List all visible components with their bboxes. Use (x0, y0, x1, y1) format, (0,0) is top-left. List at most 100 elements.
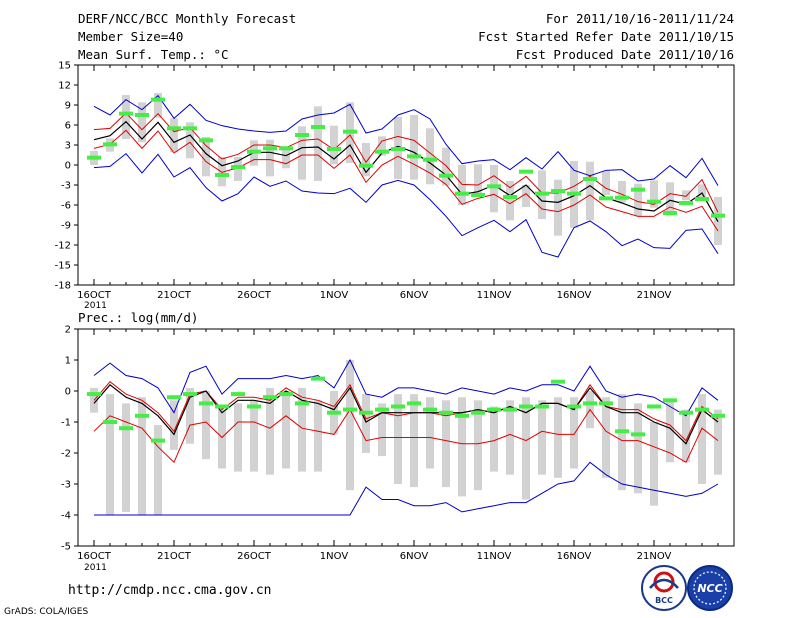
precip-x-tick-label: 11NOV (477, 551, 512, 562)
precip-x-tick-label: 1NOV (320, 551, 349, 562)
temperature-obs-marker (615, 195, 629, 200)
precip-ensemble-box (138, 397, 146, 515)
temperature-obs-marker (263, 146, 277, 151)
ncc-logo: NCC (687, 565, 733, 611)
temperature-obs-marker (711, 213, 725, 218)
precip-obs-marker (679, 410, 693, 415)
temperature-ensemble-box (266, 139, 274, 177)
precip-mean-line (93, 383, 719, 445)
precip-obs-marker (599, 401, 613, 406)
precip-ensemble-box (714, 409, 722, 475)
temperature-panel: 15 12 9 6 3 0 -3 -6 -9 -12 -15 -18 16OCT 21OCT 26OCT 1… (55, 61, 735, 301)
temperature-ensemble-box (650, 180, 658, 208)
temperature-lower-line (93, 129, 719, 232)
precip-ensemble-box (202, 391, 210, 460)
temperature-x-tick-label: 21NOV (637, 290, 672, 301)
temperature-obs-marker (327, 147, 341, 151)
precip-obs-marker (391, 404, 405, 409)
precip-y-tick-label: -2 (61, 449, 71, 460)
precip-obs-marker (87, 392, 101, 397)
footer-url[interactable]: http://cmdp.ncc.cma.gov.cn (68, 583, 272, 598)
temperature-ensemble-box (378, 136, 386, 156)
precip-obs-marker (567, 404, 581, 409)
precip-obs-marker (311, 376, 325, 381)
precip-obs-marker (455, 413, 469, 418)
precip-ensemble-box (426, 397, 434, 469)
bcc-logo: BCC (641, 565, 687, 611)
temperature-ensemble-box (202, 137, 210, 177)
precip-y-tick-label: -4 (61, 511, 71, 522)
temperature-ensemble-box (490, 165, 498, 213)
temperature-ensemble-box (522, 185, 530, 207)
temperature-y-tick-label: -3 (61, 181, 71, 192)
precip-x-tick-label: 21OCT (157, 551, 192, 562)
temperature-x-tick-label: 26OCT (237, 290, 272, 301)
temperature-ensemble-box (506, 181, 514, 221)
precip-ensemble-box (170, 400, 178, 450)
precip-obs-marker (711, 413, 725, 418)
precip-ensemble-box (394, 394, 402, 484)
temperature-ensemble-box (586, 161, 594, 221)
temperature-y-tick-label: 6 (65, 121, 71, 132)
precipitation-panel: 2 1 0 -1 -2 -3 -4 -5 16OCT 21OCT 26OCT 1NOV 6NOV 11N… (61, 325, 735, 562)
precip-lower-line (93, 408, 719, 464)
precip-ensemble-box (442, 400, 450, 488)
precip-ensemble-box (618, 394, 626, 491)
precip-x-tick-label: 26OCT (237, 551, 272, 562)
precip-obs-marker (151, 438, 165, 443)
temperature-obs-marker (439, 173, 453, 178)
temperature-obs-marker (503, 195, 517, 199)
fcst-started-date: Fcst Started Refer Date 2011/10/15 (478, 29, 734, 44)
precip-max-line (93, 358, 719, 417)
precip-ensemble-box (506, 400, 514, 475)
precip-obs-marker (167, 395, 181, 400)
temperature-obs-marker (423, 157, 437, 162)
precip-ensemble-box (410, 394, 418, 488)
temperature-obs-marker (663, 211, 677, 215)
precip-ensemble-box (314, 400, 322, 472)
temperature-ensemble-box (314, 106, 322, 181)
precip-obs-marker (215, 404, 229, 409)
temperature-y-tick-label: 9 (65, 101, 71, 112)
temperature-ensemble-box (602, 171, 610, 195)
temperature-obs-marker (231, 165, 245, 169)
temperature-obs-marker (87, 155, 101, 160)
precip-obs-marker (183, 392, 197, 397)
precip-obs-marker (695, 407, 709, 412)
temperature-ensemble-box (666, 182, 674, 216)
temperature-obs-marker (471, 193, 485, 197)
temperature-obs-marker (631, 187, 645, 192)
precip-obs-marker (535, 404, 549, 409)
temperature-obs-marker (407, 154, 421, 159)
precip-obs-marker (583, 401, 597, 406)
precip-y-tick-label: -3 (61, 480, 71, 491)
precip-obs-marker (631, 432, 645, 437)
precip-x-tick-label: 16OCT (77, 551, 112, 562)
precip-ensemble-box (522, 397, 530, 500)
precip-ensemble-box (682, 409, 690, 463)
precip-ensemble-box (250, 400, 258, 472)
temperature-obs-marker (343, 129, 357, 134)
temperature-obs-marker (599, 196, 613, 201)
precip-ensemble-box (154, 425, 162, 515)
precip-ensemble-box (378, 403, 386, 457)
temperature-y-tick-label: -18 (55, 281, 71, 292)
temperature-min-line (93, 152, 719, 258)
precip-obs-marker (359, 410, 373, 415)
precip-x-tick-label: 6NOV (400, 551, 429, 562)
precip-y-tick-label: 0 (65, 387, 71, 398)
temperature-obs-marker (567, 191, 581, 196)
temperature-mean-line (93, 120, 719, 222)
precip-obs-marker (135, 413, 149, 418)
temperature-obs-marker (695, 197, 709, 201)
temperature-obs-marker (647, 199, 661, 204)
temperature-obs-marker (247, 149, 261, 154)
temperature-y-tick-label: 0 (65, 161, 71, 172)
precip-ensemble-box (602, 397, 610, 478)
precip-obs-marker (487, 407, 501, 412)
precip-obs-marker (551, 379, 565, 384)
temperature-y-tick-label: -6 (61, 201, 71, 212)
temperature-obs-marker (535, 191, 549, 196)
temperature-x-tick-label: 1NOV (320, 290, 349, 301)
